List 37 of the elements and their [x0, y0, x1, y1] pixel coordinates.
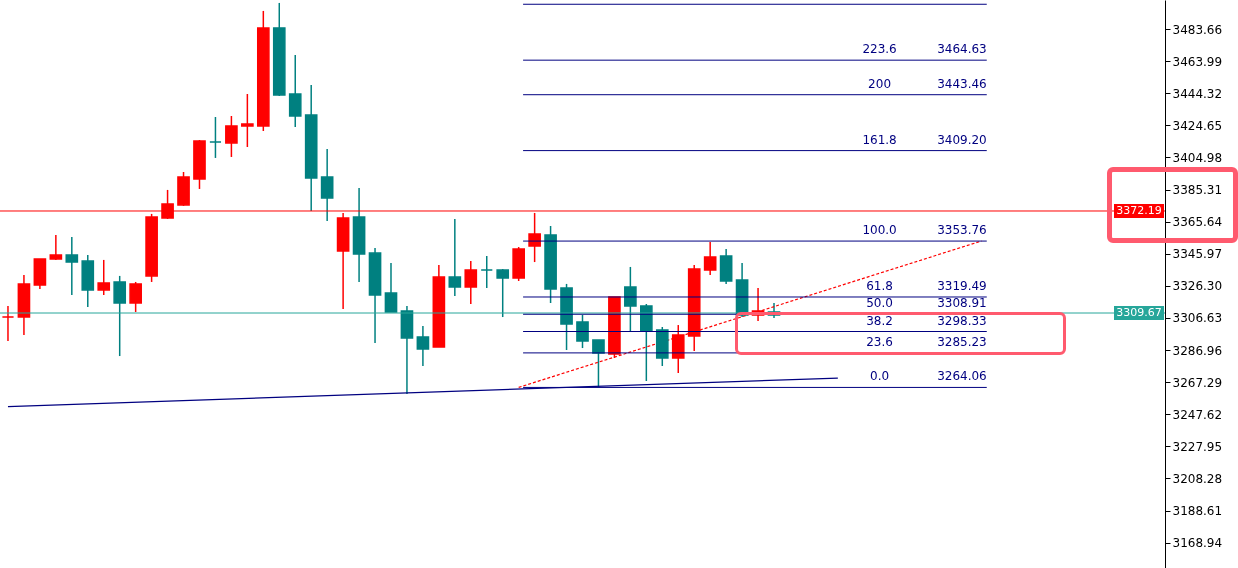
annotation: 3308.91: [937, 296, 987, 311]
annotation: 3264.06: [937, 369, 987, 384]
y-tick-label: 3385.31: [1172, 183, 1223, 198]
y-tick-label: 3306.63: [1172, 311, 1223, 326]
annotation: 38.2: [866, 313, 893, 328]
y-tick-label: 3326.30: [1172, 279, 1223, 294]
y-tick-label: 3208.28: [1172, 471, 1223, 486]
y-tick-label: 3463.99: [1172, 54, 1223, 69]
y-tick-label: 3168.94: [1172, 536, 1223, 551]
y-tick-label: 3188.61: [1172, 504, 1223, 519]
annotation: 3298.33: [937, 313, 987, 328]
ref-line-label: 3309.67: [1116, 306, 1162, 320]
y-tick-label: 3444.32: [1172, 86, 1223, 101]
y-tick-label: 3267.29: [1172, 375, 1223, 390]
annotation: 3464.63: [937, 42, 987, 57]
annotation: 3353.76: [937, 223, 987, 238]
annotation: 50.0: [866, 296, 893, 311]
y-tick-label: 3365.64: [1172, 215, 1223, 230]
y-tick-label: 3227.95: [1172, 439, 1223, 454]
annotation: 3319.49: [937, 278, 987, 293]
annotation: 23.6: [866, 334, 893, 349]
y-tick-label: 3404.98: [1172, 150, 1223, 165]
annotation: 0.0: [870, 369, 890, 384]
y-tick-label: 3483.66: [1172, 22, 1223, 37]
annotation: 3285.23: [937, 334, 987, 349]
annotation: 3443.46: [937, 76, 987, 91]
y-tick-label: 3345.97: [1172, 247, 1223, 262]
annotation: 100.0: [862, 223, 897, 238]
annotation: 61.8: [866, 278, 893, 293]
y-tick-label: 3247.62: [1172, 407, 1223, 422]
y-tick-label: 3286.96: [1172, 343, 1223, 358]
annotation: 223.6: [862, 42, 897, 57]
annotation: 161.8: [862, 132, 897, 147]
y-tick-label: 3424.65: [1172, 118, 1223, 133]
ref-line-label: 3372.19: [1116, 204, 1162, 217]
annotation: 3409.20: [937, 132, 987, 147]
annotation: 200: [868, 76, 892, 91]
